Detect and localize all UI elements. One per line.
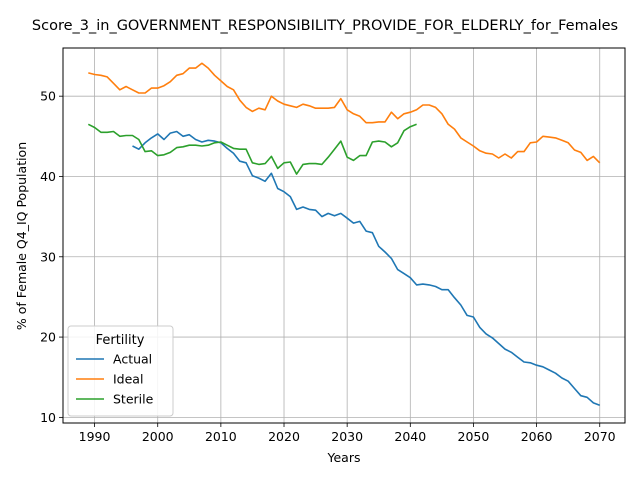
legend-label-ideal: Ideal xyxy=(113,372,143,387)
chart-title: Score_3_in_GOVERNMENT_RESPONSIBILITY_PRO… xyxy=(32,18,618,34)
x-tick-label: 2020 xyxy=(268,429,300,444)
legend-label-actual: Actual xyxy=(113,352,152,367)
plot-frame xyxy=(62,47,626,424)
axes: 1990 2000 2010 2020 2030 2040 2050 2060 20701020… xyxy=(40,89,616,444)
x-tick-label: 2050 xyxy=(458,429,490,444)
legend-box xyxy=(67,325,174,417)
series-line-sterile xyxy=(87,123,417,175)
y-tick-label: 30 xyxy=(40,249,56,264)
series-line-actual xyxy=(132,130,600,407)
series-lines xyxy=(87,62,601,407)
y-tick-label: 40 xyxy=(40,169,56,184)
legend-title: Fertility xyxy=(96,333,145,348)
x-tick-label: 2070 xyxy=(584,429,616,444)
y-axis-label: % of Female Q4_IQ Population xyxy=(14,142,29,330)
y-tick-label: 10 xyxy=(40,410,56,425)
legend: Fertility Actual Ideal Sterile xyxy=(67,325,174,417)
legend-label-sterile: Sterile xyxy=(113,392,154,407)
x-tick-label: 2030 xyxy=(331,429,363,444)
x-tick-label: 1990 xyxy=(79,429,111,444)
x-tick-label: 2060 xyxy=(521,429,553,444)
series-line-ideal xyxy=(88,62,601,164)
x-tick-label: 2000 xyxy=(142,429,174,444)
x-tick-label: 2010 xyxy=(205,429,237,444)
y-tick-label: 50 xyxy=(40,89,56,104)
y-tick-label: 20 xyxy=(40,330,56,345)
x-tick-label: 2040 xyxy=(394,429,426,444)
x-axis-label: Years xyxy=(327,450,361,465)
